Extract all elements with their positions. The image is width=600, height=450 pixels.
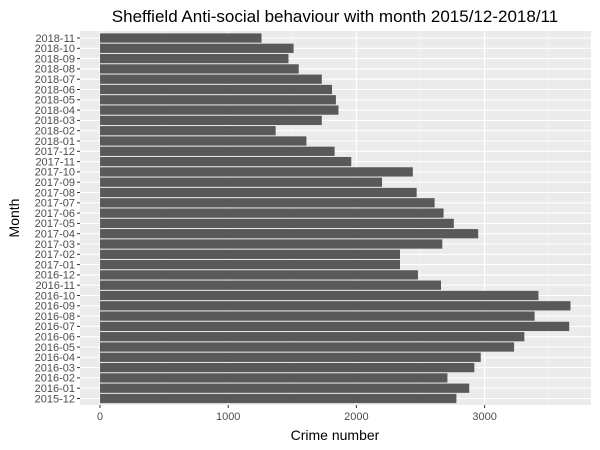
bar-2017-04 xyxy=(100,229,479,239)
y-tick-label: 2016-04 xyxy=(35,352,75,364)
y-tick-label: 2017-02 xyxy=(35,249,75,261)
y-tick-label: 2017-06 xyxy=(35,208,75,220)
chart-title: Sheffield Anti-social behaviour with mon… xyxy=(112,7,558,26)
y-tick-label: 2018-11 xyxy=(35,33,75,45)
y-tick-label: 2016-06 xyxy=(35,332,75,344)
bar-2017-01 xyxy=(100,259,400,270)
bar-2018-10 xyxy=(100,43,294,53)
y-tick-label: 2016-12 xyxy=(35,270,75,282)
y-tick-label: 2017-08 xyxy=(35,187,75,199)
bar-2017-11 xyxy=(100,156,352,167)
y-tick-label: 2017-01 xyxy=(35,259,75,271)
bar-2016-12 xyxy=(100,270,418,280)
bar-2018-07 xyxy=(100,74,322,84)
bar-2018-04 xyxy=(100,105,339,115)
y-tick-label: 2016-08 xyxy=(35,311,75,323)
bar-2015-12 xyxy=(100,393,457,404)
bar-2017-10 xyxy=(100,167,413,177)
bar-2016-09 xyxy=(100,301,571,311)
bar-2017-08 xyxy=(100,187,417,198)
bar-2016-03 xyxy=(100,362,475,373)
x-tick-label: 3000 xyxy=(472,411,496,423)
bars-group xyxy=(100,33,571,404)
y-tick-label: 2018-05 xyxy=(35,95,75,107)
bar-2016-01 xyxy=(100,383,470,393)
bar-2017-12 xyxy=(100,146,335,156)
x-axis-title: Crime number xyxy=(291,427,380,443)
bar-2016-06 xyxy=(100,332,525,342)
y-axis-title: Month xyxy=(6,199,22,238)
y-tick-label: 2018-07 xyxy=(35,74,75,86)
y-tick-label: 2017-12 xyxy=(35,146,75,158)
y-tick-label: 2018-03 xyxy=(35,115,75,127)
y-tick-label: 2017-10 xyxy=(35,167,75,179)
y-tick-label: 2018-02 xyxy=(35,126,75,138)
bar-2016-07 xyxy=(100,321,570,332)
bar-2017-09 xyxy=(100,177,383,187)
y-tick-label: 2017-09 xyxy=(35,177,75,189)
y-tick-label: 2016-07 xyxy=(35,321,75,333)
bar-2018-03 xyxy=(100,115,322,126)
y-tick-label: 2017-03 xyxy=(35,239,75,251)
bar-2017-06 xyxy=(100,208,444,218)
bar-2018-01 xyxy=(100,136,307,146)
x-tick-label: 1000 xyxy=(216,411,240,423)
y-tick-label: 2017-05 xyxy=(35,218,75,230)
y-tick-label: 2015-12 xyxy=(35,393,75,405)
y-tick-label: 2016-05 xyxy=(35,342,75,354)
bar-2018-06 xyxy=(100,84,333,95)
bar-2016-10 xyxy=(100,290,539,301)
bar-2018-11 xyxy=(100,33,262,43)
bar-2018-05 xyxy=(100,95,336,105)
y-tick-label: 2016-03 xyxy=(35,362,75,374)
bar-2017-03 xyxy=(100,239,443,249)
bar-2016-05 xyxy=(100,342,515,352)
bar-2018-09 xyxy=(100,53,289,64)
y-tick-label: 2017-04 xyxy=(35,229,75,241)
bar-2017-07 xyxy=(100,198,435,208)
y-tick-label: 2017-07 xyxy=(35,198,75,210)
y-tick-label: 2018-09 xyxy=(35,53,75,65)
bar-2016-08 xyxy=(100,311,535,321)
bar-2016-02 xyxy=(100,373,448,383)
y-tick-label: 2016-11 xyxy=(35,280,75,292)
y-tick-label: 2018-08 xyxy=(35,64,75,76)
y-tick-label: 2016-10 xyxy=(35,290,75,302)
y-tick-label: 2016-02 xyxy=(35,373,75,385)
bar-2017-02 xyxy=(100,249,400,259)
y-tick-label: 2018-10 xyxy=(35,43,75,55)
x-tick-label: 2000 xyxy=(344,411,368,423)
y-tick-label: 2017-11 xyxy=(35,156,75,168)
bar-2018-08 xyxy=(100,64,299,74)
bar-2016-11 xyxy=(100,280,442,290)
x-tick-label: 0 xyxy=(97,411,103,423)
y-tick-label: 2018-06 xyxy=(35,84,75,96)
bar-2016-04 xyxy=(100,352,481,362)
y-tick-label: 2016-09 xyxy=(35,301,75,313)
bar-2018-02 xyxy=(100,126,276,136)
x-axis-ticks: 0 1000 2000 3000 xyxy=(97,405,497,423)
y-axis-ticks: 2015-122016-012016-022016-032016-042016-… xyxy=(35,33,80,405)
y-tick-label: 2018-01 xyxy=(35,136,75,148)
y-tick-label: 2018-04 xyxy=(35,105,75,117)
y-tick-label: 2016-01 xyxy=(35,383,75,395)
bar-2017-05 xyxy=(100,218,454,229)
